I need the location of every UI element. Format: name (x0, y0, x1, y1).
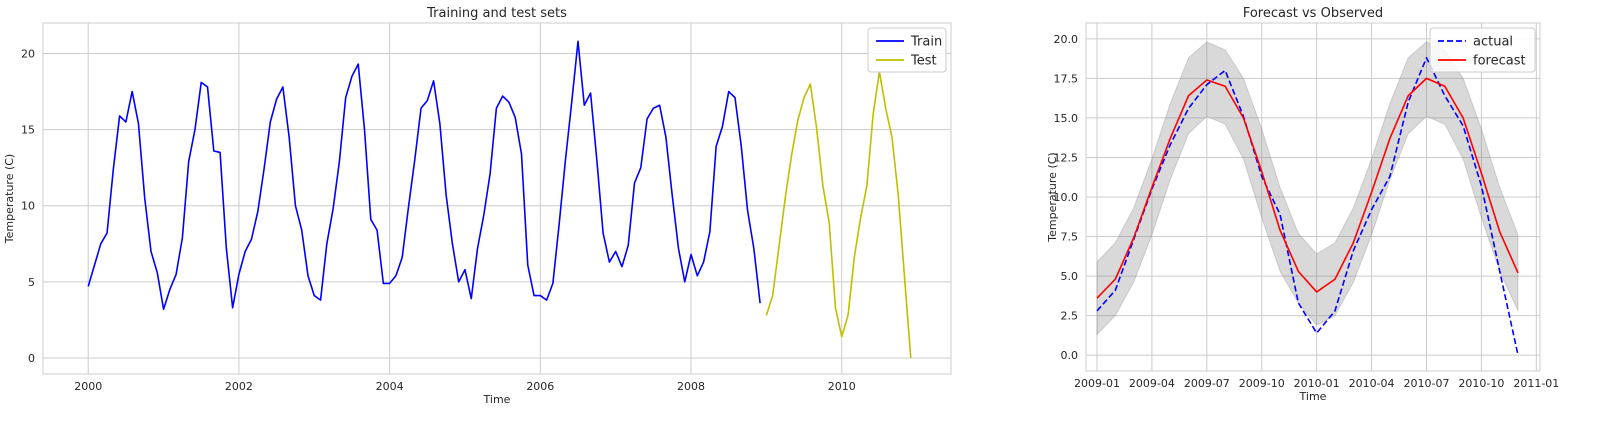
y-tick-label: 2.5 (1061, 310, 1079, 323)
chart-title: Forecast vs Observed (1243, 6, 1383, 21)
x-tick-label: 2002 (225, 380, 253, 393)
x-tick-label: 2008 (677, 380, 705, 393)
y-axis-label: Temperature (C) (1046, 152, 1059, 242)
y-tick-label: 5.0 (1061, 270, 1079, 283)
y-tick-label: 20.0 (1054, 33, 1079, 46)
y-tick-label: 10 (21, 200, 35, 213)
y-tick-label: 12.5 (1054, 151, 1079, 164)
y-tick-label: 20 (21, 47, 35, 60)
legend-label: forecast (1473, 54, 1526, 69)
chart-forecast-observed: 2009-01 2009-04 2009-07 2009-10 2010-01 2010-… (1046, 6, 1559, 403)
legend-label: Train (910, 35, 942, 50)
legend-label: Test (910, 54, 937, 69)
plot-area (42, 22, 952, 375)
y-axis-label: Temperature (C) (3, 154, 16, 244)
y-tick-label: 15.0 (1054, 112, 1079, 125)
x-tick-label: 2006 (526, 380, 554, 393)
x-tick-label: 2010-04 (1349, 377, 1395, 390)
x-tick-label: 2010 (828, 380, 856, 393)
x-axis-label: Time (483, 393, 511, 406)
series-line-forecast (1096, 77, 1519, 299)
series-line-test (765, 70, 912, 359)
legend-box (1429, 27, 1536, 73)
x-tick-label: 2009-01 (1074, 377, 1120, 390)
x-tick-label: 2004 (376, 380, 404, 393)
x-tick-label: 2010-01 (1294, 377, 1340, 390)
x-tick-label: 2009-10 (1239, 377, 1285, 390)
series-line-actual (1096, 56, 1519, 356)
y-tick-label: 0 (28, 352, 35, 365)
y-tick-label: 0.0 (1061, 349, 1079, 362)
x-tick-label: 2009-07 (1184, 377, 1230, 390)
chart-training-test: 2000 2002 2004 2006 2008 2010 0 5 10 15 20 Training… (3, 6, 952, 406)
x-tick-label: 2010-07 (1404, 377, 1450, 390)
x-tick-label: 2000 (74, 380, 102, 393)
x-tick-label: 2009-04 (1129, 377, 1175, 390)
chart-title: Training and test sets (426, 6, 567, 21)
confidence-band (1096, 41, 1519, 336)
x-axis-label: Time (1299, 390, 1327, 403)
y-tick-label: 15 (21, 124, 35, 137)
x-tick-label: 2010-10 (1458, 377, 1504, 390)
x-tick-label: 2011-01 (1513, 377, 1559, 390)
legend-label: actual (1473, 35, 1513, 50)
y-tick-label: 5 (28, 276, 35, 289)
y-tick-label: 7.5 (1061, 231, 1079, 244)
legend-box (867, 27, 947, 73)
y-tick-label: 17.5 (1054, 72, 1079, 85)
series-line-train (87, 40, 761, 311)
y-tick-label: 10.0 (1054, 191, 1079, 204)
